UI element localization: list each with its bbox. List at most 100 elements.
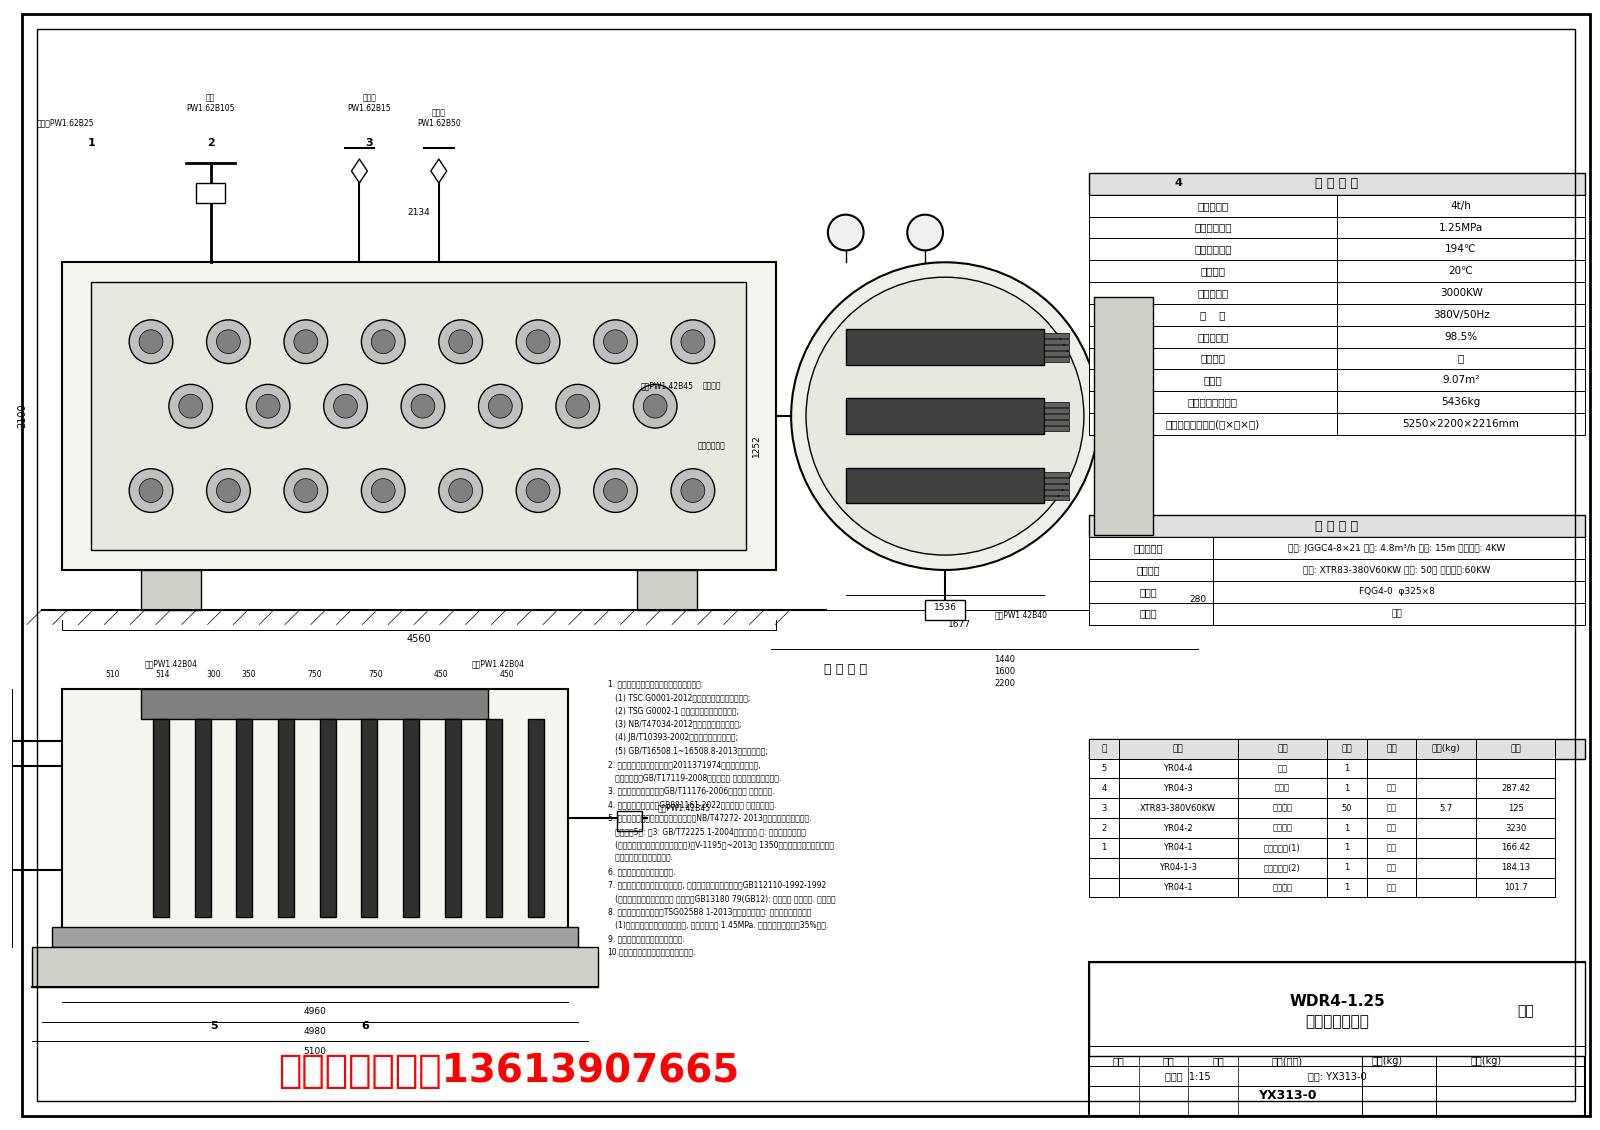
Text: 分汽缸: 分汽缸 — [1139, 586, 1157, 597]
Bar — [1045, 402, 1069, 407]
Circle shape — [283, 320, 328, 364]
Bar — [1090, 391, 1338, 414]
Text: 194℃: 194℃ — [1445, 244, 1477, 254]
Text: 450: 450 — [499, 670, 515, 679]
Bar — [1366, 779, 1416, 798]
Bar — [1475, 818, 1555, 838]
Bar — [195, 183, 226, 202]
Text: 排污PW1.42B40: 排污PW1.42B40 — [995, 610, 1048, 619]
Bar — [1090, 798, 1118, 818]
Bar — [1090, 559, 1586, 581]
Text: 184.13: 184.13 — [1501, 863, 1530, 872]
Text: 3000KW: 3000KW — [1440, 288, 1483, 298]
Text: 电加热管: 电加热管 — [1272, 803, 1293, 812]
Bar — [1090, 739, 1586, 758]
Circle shape — [603, 479, 627, 503]
Text: 水容积: 水容积 — [1203, 375, 1222, 385]
Bar — [1090, 878, 1118, 897]
Bar — [1238, 779, 1326, 798]
Text: 技术服务电话：13613907665: 技术服务电话：13613907665 — [278, 1052, 739, 1090]
Text: 3: 3 — [365, 138, 373, 148]
Text: 9. 会有此全部附附附附附附附附附.: 9. 会有此全部附附附附附附附附附. — [608, 935, 685, 944]
Text: YR04-3: YR04-3 — [1163, 784, 1194, 793]
Text: 最高水位: 最高水位 — [702, 382, 722, 391]
Text: 辅 机 规 范: 辅 机 规 范 — [1315, 520, 1358, 532]
Bar — [1045, 426, 1069, 431]
Text: 50: 50 — [1342, 803, 1352, 812]
Circle shape — [478, 384, 522, 428]
Text: 1: 1 — [88, 138, 96, 148]
Bar — [1090, 304, 1586, 325]
Text: 3230: 3230 — [1506, 824, 1526, 833]
Bar — [1090, 414, 1338, 435]
Text: 组件: 组件 — [1387, 824, 1397, 833]
Circle shape — [334, 394, 357, 418]
Text: XTR83-380V60KW: XTR83-380V60KW — [1141, 803, 1216, 812]
Bar — [1090, 779, 1118, 798]
Text: 客座: 客座 — [1390, 609, 1402, 618]
Bar — [846, 468, 1045, 504]
Text: 1252: 1252 — [752, 435, 762, 458]
Text: (电气加热管里计按计设工及 安全技术GB13180 79(GB12): 报告参照 技术要求. 管方多参: (电气加热管里计按计设工及 安全技术GB13180 79(GB12): 报告参照… — [608, 894, 835, 903]
Text: 序: 序 — [1101, 745, 1107, 753]
Text: 4t/h: 4t/h — [1451, 201, 1472, 210]
Bar — [403, 719, 419, 918]
Bar — [1090, 858, 1118, 878]
Text: 电    源: 电 源 — [1200, 310, 1226, 320]
Text: 287.42: 287.42 — [1501, 784, 1530, 793]
Circle shape — [206, 320, 250, 364]
Bar — [1090, 739, 1118, 758]
Bar — [1090, 325, 1586, 348]
Text: 额定蒸汽温度: 额定蒸汽温度 — [1194, 244, 1232, 254]
Circle shape — [216, 479, 240, 503]
Bar — [1045, 350, 1069, 356]
Text: 7. 电加热蒸汽锅炉的电加热管是着, 电恰加加热管加入计计设由GB112110-1992-1992: 7. 电加热蒸汽锅炉的电加热管是着, 电恰加加热管加入计计设由GB112110-… — [608, 880, 826, 889]
Bar — [618, 811, 642, 831]
Bar — [1090, 370, 1338, 391]
Circle shape — [371, 330, 395, 354]
Text: 5: 5 — [1101, 764, 1106, 773]
Text: 数量: 数量 — [1341, 745, 1352, 753]
Text: 5: 5 — [210, 1022, 218, 1032]
Text: 1.25MPa: 1.25MPa — [1438, 223, 1483, 233]
Text: 批准(甲方): 批准(甲方) — [1272, 1057, 1302, 1067]
Bar — [1475, 758, 1555, 779]
Text: 1536: 1536 — [933, 603, 957, 612]
Text: 6: 6 — [362, 1022, 370, 1032]
Bar — [1090, 238, 1338, 260]
Bar — [1416, 838, 1475, 858]
Text: 3. 锅炉水水路的设计符合GB/T11176-2006《电炉炉 力量管理》.: 3. 锅炉水水路的设计符合GB/T11176-2006《电炉炉 力量管理》. — [608, 786, 774, 796]
Bar — [1090, 304, 1338, 325]
Bar — [1090, 602, 1213, 625]
Bar — [1326, 878, 1366, 897]
Text: 组件: 组件 — [1387, 863, 1397, 872]
Bar — [1326, 758, 1366, 779]
Text: 1: 1 — [1101, 843, 1106, 852]
Bar — [1090, 260, 1586, 282]
Circle shape — [634, 384, 677, 428]
Bar — [1475, 838, 1555, 858]
Bar — [1045, 478, 1069, 483]
Bar — [445, 719, 461, 918]
Text: 电炉本体: 电炉本体 — [1272, 824, 1293, 833]
Bar — [154, 719, 170, 918]
Text: 给水PW1.42B45: 给水PW1.42B45 — [658, 803, 710, 812]
Bar — [1045, 471, 1069, 477]
Text: 电控柜: 电控柜 — [1139, 609, 1157, 618]
Bar — [1090, 391, 1586, 414]
Circle shape — [256, 394, 280, 418]
Circle shape — [438, 320, 483, 364]
Bar — [1045, 484, 1069, 488]
Circle shape — [362, 469, 405, 512]
Text: 2: 2 — [1101, 824, 1106, 833]
Bar — [1366, 798, 1416, 818]
Bar — [1090, 962, 1586, 1115]
Text: 审定: 审定 — [1213, 1057, 1224, 1067]
Circle shape — [790, 262, 1099, 570]
Text: 1677: 1677 — [949, 620, 971, 629]
Bar — [846, 329, 1045, 365]
Text: 514: 514 — [155, 670, 170, 679]
Text: YR04-1: YR04-1 — [1163, 883, 1194, 892]
Bar — [1475, 858, 1555, 878]
Bar — [1416, 858, 1475, 878]
